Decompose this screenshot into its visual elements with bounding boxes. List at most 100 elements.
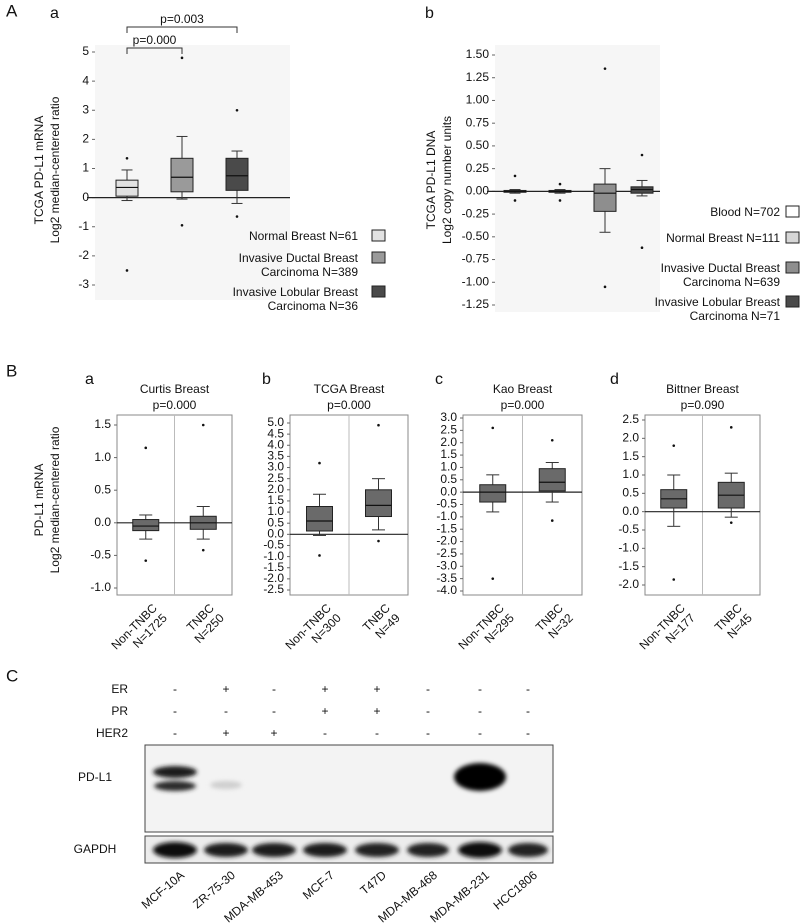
y-tick-label: 0.5: [267, 515, 284, 529]
y-tick-label: -0.5: [263, 538, 284, 552]
y-tick-label: 0.25: [466, 161, 490, 175]
y-tick-label: -1.25: [462, 297, 490, 311]
cell-line-label: MCF-7: [300, 868, 337, 903]
legend-entry: Normal Breast N=61: [248, 229, 358, 243]
p-value: p=0.000: [327, 398, 371, 412]
significance-bracket: [126, 47, 183, 54]
row-label: ER: [111, 682, 128, 696]
outlier: [558, 182, 562, 186]
marker-sign: -: [426, 726, 430, 740]
section-label: A: [6, 1, 18, 20]
marker-sign: -: [323, 726, 327, 740]
y-tick-label: 1.0: [622, 467, 639, 481]
y-tick-label: 1.00: [466, 93, 490, 107]
y-tick-label: 4: [82, 73, 89, 87]
outlier: [201, 548, 205, 552]
y-tick-label: 0.0: [94, 515, 111, 529]
cell-line-label: T47D: [357, 868, 389, 898]
legend-swatch: [785, 231, 800, 244]
y-tick-label: 3.5: [267, 449, 284, 463]
y-tick-label: 3.0: [440, 410, 457, 424]
cell-line-label: ZR-75-30: [190, 868, 238, 912]
legend-swatch: [371, 229, 386, 242]
marker-sign: +: [270, 726, 277, 740]
legend-entry: Invasive Lobular Breast Carcinoma N=36: [232, 285, 358, 313]
y-tick-label: -0.50: [462, 229, 490, 243]
y-tick-label: 0: [82, 190, 89, 204]
marker-sign: -: [426, 682, 430, 696]
box: [115, 179, 139, 197]
y-tick-label: -3.0: [436, 558, 457, 572]
y-tick-label: -2: [78, 248, 89, 262]
row-label: HER2: [96, 726, 128, 740]
y-tick-label: 0.5: [622, 486, 639, 500]
y-axis-label: Log2 median-centered ratio: [48, 426, 62, 573]
marker-sign: -: [224, 704, 228, 718]
panel-label: d: [610, 371, 619, 388]
y-tick-label: 0.50: [466, 138, 490, 152]
y-tick-label: 5: [82, 44, 89, 58]
p-value: p=0.000: [153, 398, 197, 412]
y-tick-label: 1.50: [466, 47, 490, 61]
y-tick-label: 5.0: [267, 415, 284, 429]
y-tick-label: 1.25: [466, 70, 490, 84]
y-tick-label: 2.5: [622, 412, 639, 426]
marker-sign: -: [173, 682, 177, 696]
outlier: [550, 438, 554, 442]
outlier: [558, 199, 562, 202]
y-tick-label: -1.00: [462, 274, 490, 288]
box: [538, 468, 566, 492]
y-tick-label: 1.0: [440, 460, 457, 474]
marker-sign: -: [478, 704, 482, 718]
panel-label: a: [85, 371, 94, 388]
y-tick-label: 1.5: [94, 417, 111, 431]
significance-bracket: [126, 26, 238, 33]
legend-entry: Invasive Ductal Breast Carcinoma N=639: [660, 261, 780, 289]
outlier: [377, 423, 380, 427]
outlier: [672, 444, 676, 447]
section-label: C: [6, 666, 18, 685]
outlier: [318, 554, 321, 557]
y-tick-label: 2.5: [440, 423, 457, 437]
y-axis-label: Log2 copy number units: [440, 116, 454, 244]
outlier: [603, 67, 607, 70]
y-tick-label: 3: [82, 102, 89, 116]
marker-sign: -: [526, 704, 530, 718]
outlier: [603, 285, 607, 289]
y-tick-label: 2.0: [267, 482, 284, 496]
y-tick-label: -2.5: [263, 582, 284, 596]
y-tick-label: -1.5: [618, 559, 639, 573]
blot-bands: [153, 763, 548, 858]
legend-swatch: [371, 285, 386, 298]
marker-sign: +: [373, 682, 380, 696]
p-value: p=0.000: [133, 33, 177, 47]
y-tick-label: 0.0: [622, 504, 639, 518]
box: [170, 157, 194, 193]
y-tick-label: -4.0: [436, 583, 457, 597]
y-tick-label: -2.0: [618, 577, 639, 591]
y-tick-label: -3.5: [436, 571, 457, 585]
y-tick-label: 4.5: [267, 426, 284, 440]
chart-title: TCGA Breast: [314, 382, 385, 396]
marker-sign: +: [222, 682, 229, 696]
box: [365, 489, 392, 518]
p-value: p=0.090: [681, 398, 725, 412]
row-label: PR: [111, 704, 128, 718]
legend-swatch: [785, 295, 800, 308]
y-axis-label: Log2 median-centered ratio: [48, 96, 62, 243]
p-value: p=0.000: [501, 398, 545, 412]
cell-line-label: HCC1806: [491, 868, 541, 913]
y-axis-label: TCGA PD-L1 DNA: [424, 131, 438, 230]
box: [132, 519, 160, 532]
y-tick-label: 0.00: [466, 184, 490, 198]
chart-title: Curtis Breast: [140, 382, 210, 396]
outlier: [513, 199, 517, 202]
marker-sign: -: [478, 726, 482, 740]
outlier: [201, 423, 205, 427]
outlier: [180, 56, 184, 60]
p-value: p=0.003: [160, 12, 204, 26]
y-tick-label: -2.0: [436, 534, 457, 548]
y-axis-label: TCGA PD-L1 mRNA: [32, 116, 46, 225]
plot-background: [495, 45, 660, 312]
legend-entry: Normal Breast N=111: [666, 231, 780, 245]
